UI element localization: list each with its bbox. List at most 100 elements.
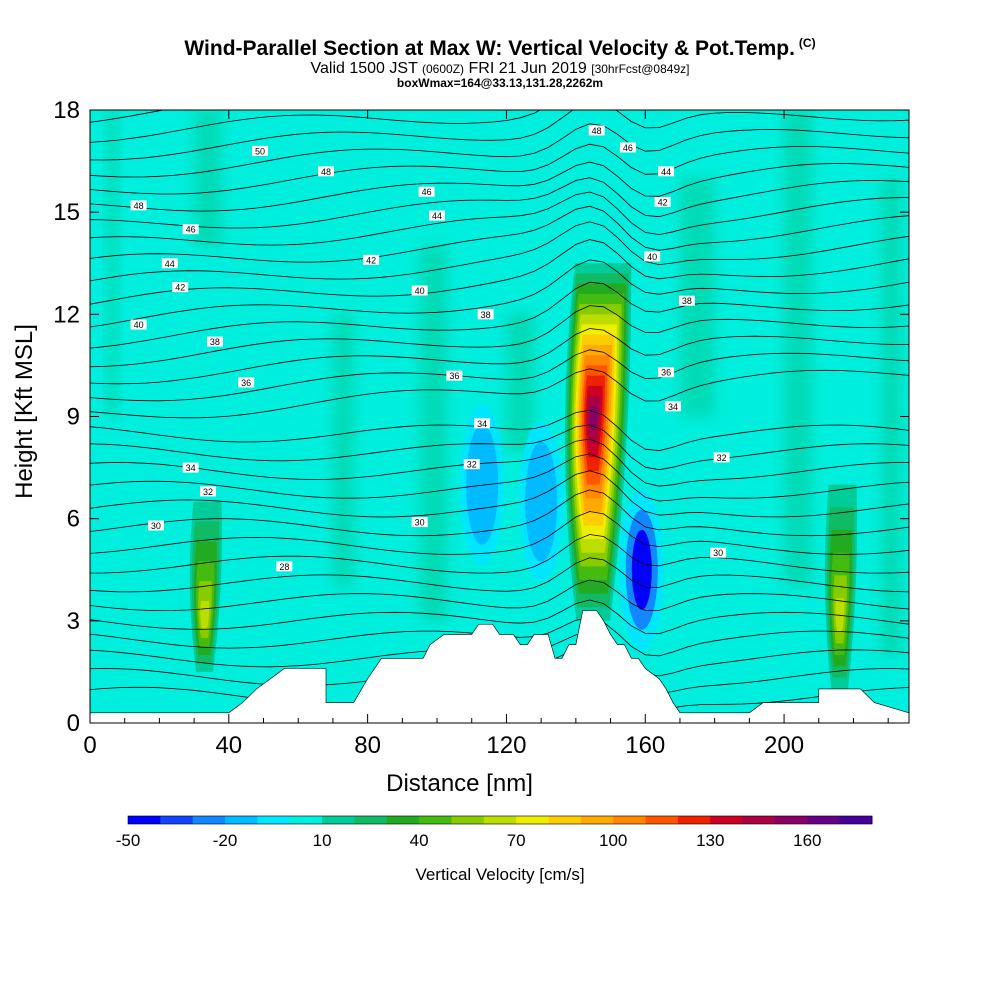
w-streak (506, 314, 535, 451)
isentrope-line (90, 191, 909, 246)
isentrope-label: 28 (276, 561, 293, 572)
isentrope-label: 46 (619, 142, 636, 153)
isentrope-label: 44 (658, 166, 675, 177)
isentrope-label-text: 44 (661, 167, 671, 177)
isentrope-label-bg (429, 210, 446, 221)
w-streak (784, 110, 812, 587)
isentrope-line (90, 110, 541, 143)
colorbar-frame (127, 815, 873, 825)
isentrope-label-bg (658, 166, 675, 177)
x-tick-label: 40 (215, 732, 242, 759)
isentrope-label-bg (710, 547, 727, 558)
y-tick-label: 6 (67, 506, 80, 533)
isentrope-line (90, 205, 909, 263)
isentrope-label-text: 34 (477, 419, 487, 429)
isentrope-line (90, 424, 909, 471)
colorbar-swatch (192, 816, 226, 824)
isentrope-label: 30 (147, 520, 164, 531)
isentrope-lines (90, 34, 909, 710)
isentrope-label-bg (172, 282, 189, 293)
isentrope-line (90, 259, 909, 328)
y-tick-label: 12 (53, 301, 80, 328)
isentrope-label-bg (446, 370, 463, 381)
isentrope-label-bg (619, 142, 636, 153)
isentrope-line (90, 453, 909, 502)
isentrope-label-bg (658, 367, 675, 378)
isentrope-label-text: 48 (134, 201, 144, 211)
isentrope-label-bg (238, 377, 255, 388)
colorbar-label: Vertical Velocity [cm/s] (415, 865, 584, 884)
isentrope-label: 48 (317, 166, 334, 177)
w-streak (881, 178, 903, 655)
isentrope-label: 36 (658, 367, 675, 378)
isentrope-label-text: 42 (658, 197, 668, 207)
isentrope-label: 40 (644, 251, 661, 262)
isentrope-line (90, 123, 909, 178)
isentrope-label-text: 40 (647, 252, 657, 262)
isentrope-label: 34 (182, 462, 199, 473)
isentrope-label-bg (252, 145, 269, 156)
isentrope-line (90, 599, 909, 635)
isentrope-label-text: 34 (186, 463, 196, 473)
colorbar-tick-label: 40 (410, 831, 429, 850)
isentrope-label-bg (411, 285, 428, 296)
colorbar-swatch (225, 816, 258, 824)
colorbar-swatch (807, 816, 841, 824)
isentrope-label-text: 38 (481, 310, 491, 320)
isentrope-label: 40 (411, 285, 428, 296)
isentrope-label-text: 30 (151, 521, 161, 531)
x-tick-label: 200 (764, 732, 804, 759)
colorbar-swatch (354, 816, 388, 824)
chart-title: Wind-Parallel Section at Max W: Vertical… (184, 36, 816, 60)
isentrope-label-bg (161, 258, 178, 269)
isentrope-label: 40 (130, 319, 147, 330)
isentrope-label-text: 28 (279, 562, 289, 572)
isentrope-label-text: 36 (241, 378, 251, 388)
colorbar-tick-label: 10 (313, 831, 332, 850)
isentrope-line (90, 409, 909, 452)
isentrope-line (90, 557, 909, 593)
isentrope-label-text: 50 (255, 146, 265, 156)
y-tick-label: 15 (53, 199, 80, 226)
colorbar-swatch (645, 816, 679, 824)
isentrope-label: 38 (477, 309, 494, 320)
chart-subtitle: Valid 1500 JST (0600Z) FRI 21 Jun 2019 [… (310, 60, 690, 77)
isentrope-line (90, 368, 909, 419)
isentrope-label: 30 (710, 547, 727, 558)
isentrope-label-text: 36 (449, 371, 459, 381)
isentrope-label-text: 32 (717, 453, 727, 463)
isentrope-label-text: 38 (682, 296, 692, 306)
isentrope-label-text: 46 (186, 225, 196, 235)
isentrope-line (90, 438, 909, 487)
isentrope-line (90, 534, 909, 574)
isentrope-label-bg (130, 319, 147, 330)
w-streak (419, 246, 448, 621)
colorbar-swatch (128, 816, 161, 824)
isentrope-line (90, 221, 909, 282)
isentrope-label: 32 (713, 452, 730, 463)
updraft-contour (200, 600, 210, 630)
isentrope-label-bg (644, 251, 661, 262)
isentrope-line (90, 177, 909, 229)
isentrope-label-bg (713, 452, 730, 463)
colorbar-swatch (774, 816, 808, 824)
isentrope-label-bg (474, 418, 491, 429)
colorbar-tick-label: 70 (507, 831, 526, 850)
isentrope-label-text: 46 (623, 143, 633, 153)
isentrope-label-bg (418, 186, 435, 197)
isentrope-label: 48 (130, 200, 147, 211)
y-tick-label: 0 (67, 710, 80, 737)
isentrope-label-text: 46 (422, 187, 432, 197)
isentrope-label-bg (130, 200, 147, 211)
isentrope-label: 34 (474, 418, 491, 429)
isentrope-line (90, 328, 909, 385)
w-streak (332, 314, 354, 587)
isentrope-label-text: 42 (175, 283, 185, 293)
colorbar-tick-label: 160 (793, 831, 821, 850)
colorbar-tick-label: -50 (116, 831, 141, 850)
w-streak (194, 110, 222, 247)
isentrope-label-text: 40 (415, 286, 425, 296)
isentrope-label-bg (588, 125, 605, 136)
isentrope-label: 38 (678, 295, 695, 306)
isentrope-line (90, 34, 909, 100)
